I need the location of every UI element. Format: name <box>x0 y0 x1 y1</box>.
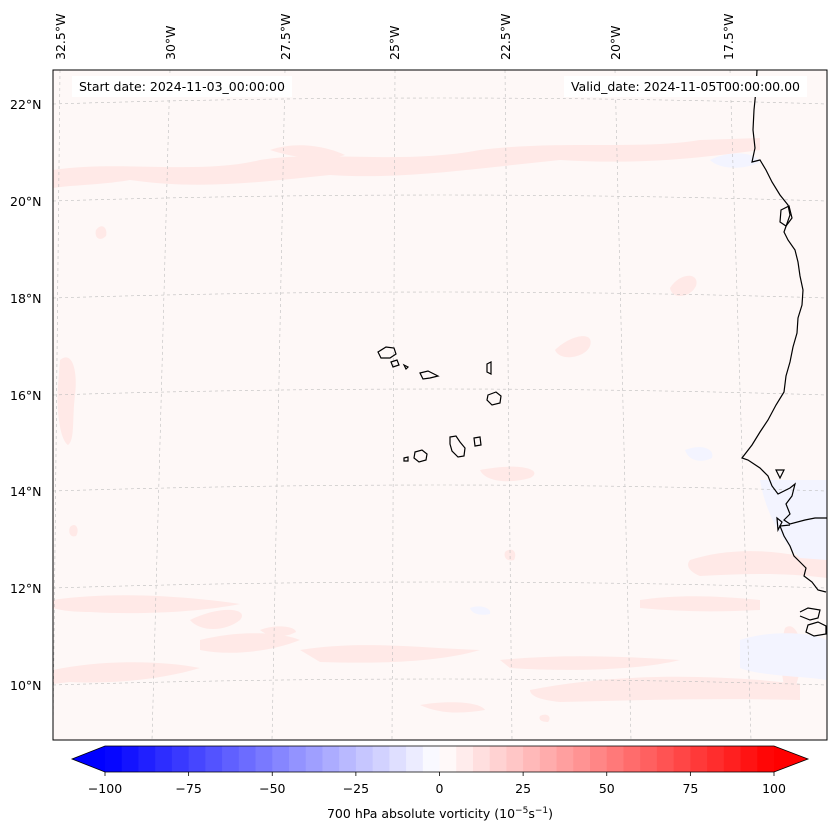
island-boa-vista <box>486 391 502 406</box>
start-date-label: Start date: 2024-11-03_00:00:00 <box>72 76 292 97</box>
island-santiago <box>449 435 466 458</box>
lat-label: 20°N <box>10 194 42 209</box>
colorbar-segment <box>556 746 574 772</box>
colorbar-segment <box>105 746 123 772</box>
cabo-verde-islands <box>377 346 502 463</box>
latitude-labels: 22°N 20°N 18°N 16°N 14°N 12°N 10°N <box>10 97 42 693</box>
colorbar-segments <box>105 746 775 772</box>
colorbar-segment <box>339 746 357 772</box>
colorbar-segment <box>155 746 173 772</box>
graticule <box>53 70 827 740</box>
colorbar-title-exponent: −1 <box>534 806 549 816</box>
island-sao-vicente <box>390 359 400 368</box>
lat-label: 14°N <box>10 484 42 499</box>
colorbar-min-extension <box>72 746 105 772</box>
west-africa-coastline <box>741 70 827 637</box>
colorbar-tick-label: −50 <box>259 781 285 796</box>
island-santa-luzia <box>402 363 410 371</box>
colorbar-tick-label: 100 <box>762 781 786 796</box>
colorbar-max-extension <box>774 746 808 772</box>
colorbar-segment <box>272 746 290 772</box>
island-santo-antao <box>377 346 397 359</box>
lat-label: 16°N <box>10 388 42 403</box>
colorbar-title-exponent: −5 <box>515 806 529 816</box>
colorbar: −100 −75 −50 −25 0 25 50 75 100 <box>70 745 810 796</box>
colorbar-segment <box>640 746 658 772</box>
island-sao-nicolau <box>419 370 440 380</box>
colorbar-segment <box>690 746 708 772</box>
colorbar-segment <box>573 746 591 772</box>
colorbar-tick-label: −25 <box>343 781 369 796</box>
colorbar-segment <box>389 746 407 772</box>
map-frame <box>52 69 828 741</box>
colorbar-segment <box>523 746 541 772</box>
colorbar-segment <box>322 746 340 772</box>
colorbar-title: 700 hPa absolute vorticity (10−5s−1) <box>72 806 808 821</box>
colorbar-segment <box>238 746 257 772</box>
lon-label: 17.5°W <box>721 14 736 60</box>
colorbar-segment <box>372 746 390 772</box>
lon-label: 22.5°W <box>498 14 513 60</box>
colorbar-segment <box>489 746 508 772</box>
colorbar-segment <box>723 746 742 772</box>
island-maio <box>473 436 482 447</box>
colorbar-tick-label: −100 <box>88 781 122 796</box>
valid-date-label: Valid_date: 2024-11-05T00:00:00.00 <box>563 76 807 97</box>
colorbar-segment <box>472 746 491 772</box>
colorbar-segment <box>673 746 691 772</box>
colorbar-segment <box>740 746 758 772</box>
colorbar-segment <box>707 746 725 772</box>
lon-label: 27.5°W <box>278 14 293 60</box>
lat-label: 10°N <box>10 678 42 693</box>
colorbar-ticks <box>104 772 775 776</box>
colorbar-segment <box>355 746 374 772</box>
colorbar-segment <box>506 746 524 772</box>
vorticity-shading <box>53 138 827 722</box>
longitude-labels: 32.5°W 30°W 27.5°W 25°W 22.5°W 20°W 17.5… <box>53 14 736 60</box>
colorbar-segment <box>138 746 156 772</box>
island-sal <box>486 361 492 375</box>
colorbar-segment <box>188 746 206 772</box>
colorbar-tick-label: 50 <box>599 781 615 796</box>
colorbar-title-prefix: 700 hPa absolute vorticity (10 <box>326 806 516 822</box>
colorbar-title-suffix: ) <box>548 806 553 822</box>
lon-label: 20°W <box>608 25 623 60</box>
colorbar-tick-label: 25 <box>515 781 531 796</box>
colorbar-segment <box>656 746 675 772</box>
colorbar-segment <box>539 746 558 772</box>
lat-label: 22°N <box>10 97 42 112</box>
colorbar-segment <box>205 746 223 772</box>
lat-label: 18°N <box>10 291 42 306</box>
lon-label: 25°W <box>387 25 402 60</box>
lat-label: 12°N <box>10 581 42 596</box>
colorbar-title-unit: s <box>528 806 535 822</box>
colorbar-segment <box>439 746 457 772</box>
colorbar-segment <box>456 746 474 772</box>
colorbar-segment <box>606 746 625 772</box>
colorbar-segment <box>288 746 307 772</box>
colorbar-segment <box>222 746 240 772</box>
colorbar-segment <box>406 746 424 772</box>
colorbar-tick-label: −75 <box>175 781 201 796</box>
colorbar-tick-label: 0 <box>436 781 444 796</box>
colorbar-segment <box>757 746 775 772</box>
island-brava <box>403 456 409 462</box>
colorbar-segment <box>121 746 140 772</box>
negative-vorticity-shading <box>470 153 827 680</box>
island-fogo <box>413 449 428 463</box>
colorbar-segment <box>590 746 608 772</box>
colorbar-tick-labels: −100 −75 −50 −25 0 25 50 75 100 <box>88 781 786 796</box>
colorbar-segment <box>171 746 190 772</box>
colorbar-segment <box>623 746 641 772</box>
lon-label: 32.5°W <box>53 14 68 60</box>
lon-label: 30°W <box>163 25 178 60</box>
colorbar-segment <box>422 746 441 772</box>
colorbar-segment <box>255 746 273 772</box>
colorbar-tick-label: 75 <box>682 781 698 796</box>
colorbar-segment <box>305 746 324 772</box>
